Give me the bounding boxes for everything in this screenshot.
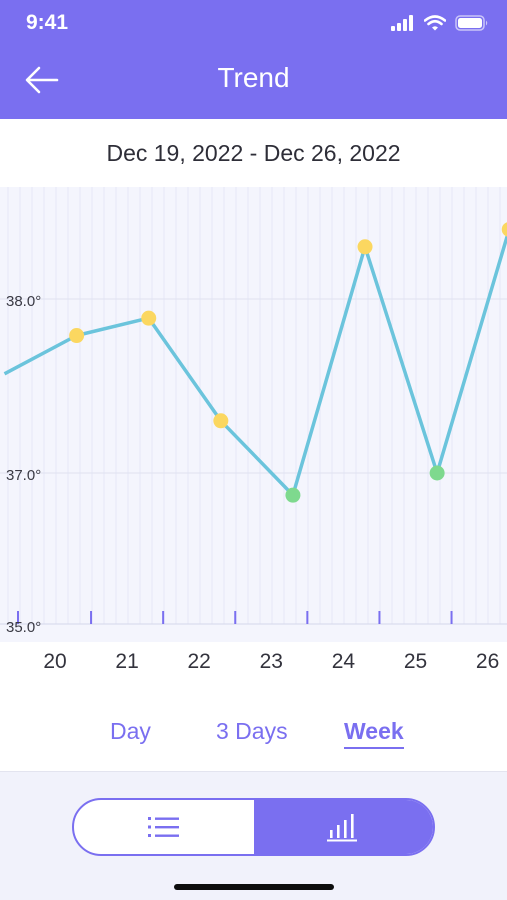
x-tick-label: 23	[259, 650, 283, 673]
x-tick-label: 20	[43, 650, 67, 673]
tab-week[interactable]: Week	[344, 718, 404, 749]
home-indicator	[174, 884, 334, 890]
y-tick-label: 35.0°	[6, 619, 41, 636]
x-axis-labels: 20 21 22 23 24 25 26	[0, 642, 507, 692]
view-toggle	[72, 798, 435, 856]
data-point-fever	[213, 413, 229, 429]
data-point-fever	[141, 310, 157, 326]
data-point-normal	[429, 465, 445, 481]
data-point-fever	[501, 222, 507, 237]
signal-icon	[391, 15, 413, 31]
range-tabs: Day 3 Days Week	[0, 700, 507, 770]
tab-3-days[interactable]: 3 Days	[216, 718, 288, 744]
y-tick-label: 37.0°	[6, 467, 41, 484]
y-tick-label: 38.0°	[6, 293, 41, 310]
status-bar: 9:41	[0, 0, 507, 46]
data-point-normal	[285, 487, 301, 503]
status-time: 9:41	[26, 11, 69, 34]
back-button[interactable]	[20, 60, 64, 100]
battery-icon	[455, 15, 488, 31]
x-tick-label: 22	[187, 650, 211, 673]
bottom-bar	[0, 771, 507, 900]
x-tick-label: 24	[331, 650, 356, 673]
page-title: Trend	[217, 62, 290, 93]
list-icon	[147, 817, 179, 837]
x-tick-label: 21	[115, 650, 139, 673]
tab-day[interactable]: Day	[110, 718, 151, 744]
arrow-left-icon	[25, 66, 59, 94]
header: 9:41 Trend	[0, 0, 507, 119]
chart-view-button[interactable]	[253, 800, 433, 854]
chart-icon	[327, 814, 358, 842]
status-icons	[391, 12, 489, 34]
wifi-icon	[424, 15, 446, 31]
date-range-label: Dec 19, 2022 - Dec 26, 2022	[0, 119, 507, 187]
data-point-fever	[357, 239, 373, 255]
list-view-button[interactable]	[74, 800, 254, 854]
data-point-fever	[69, 328, 85, 344]
chart-canvas: 35.0° 37.0° 38.0°	[0, 187, 507, 636]
x-tick-label: 26	[475, 650, 500, 673]
series-line	[3, 230, 507, 497]
x-tick-label: 25	[403, 650, 428, 673]
temperature-chart: 35.0° 37.0° 38.0°	[0, 187, 507, 642]
